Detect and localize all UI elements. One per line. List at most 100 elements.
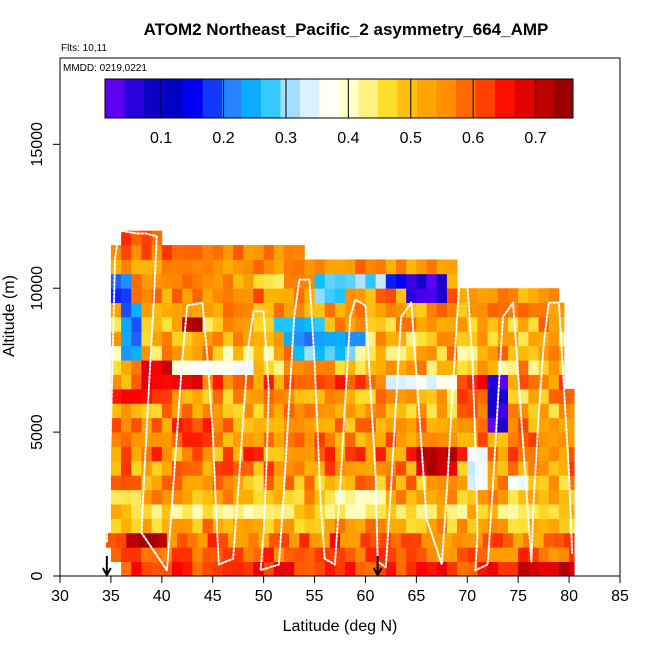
heatmap-cell — [146, 532, 158, 548]
heatmap-cell — [406, 388, 417, 404]
heatmap-cell — [446, 302, 458, 318]
heatmap-cell — [222, 302, 234, 318]
heatmap-cell — [304, 302, 315, 318]
heatmap-cell — [222, 475, 234, 491]
heatmap-cell — [416, 331, 427, 347]
heatmap-cell — [182, 547, 193, 563]
heatmap-cell — [273, 489, 285, 505]
heatmap-cell — [294, 475, 305, 491]
heatmap-cell — [151, 360, 163, 375]
colorbar-segment — [339, 79, 359, 118]
heatmap-cell — [243, 417, 254, 433]
heatmap-cell — [385, 288, 397, 304]
colorbar-segment — [358, 79, 379, 118]
heatmap-cell — [324, 504, 336, 519]
heatmap-cell — [518, 489, 529, 505]
heatmap-cell — [345, 460, 356, 476]
heatmap-cell — [569, 388, 575, 404]
heatmap-cell — [457, 561, 468, 577]
heatmap-cell — [182, 561, 193, 577]
heatmap-cell — [202, 317, 214, 332]
heatmap-cell — [548, 302, 560, 318]
heatmap-cell — [548, 489, 560, 505]
heatmap-cell — [182, 460, 193, 476]
heatmap-cell — [304, 317, 315, 332]
heatmap-cell — [253, 504, 265, 519]
heatmap-cell — [365, 432, 377, 447]
heatmap-cell — [426, 518, 438, 534]
heatmap-cell — [406, 504, 417, 519]
heatmap-cell — [401, 532, 412, 548]
heatmap-cell — [212, 317, 224, 332]
heatmap-cell — [202, 518, 214, 534]
x-tick-label: 30 — [51, 588, 69, 605]
heatmap-cell — [141, 331, 153, 347]
heatmap-cell — [558, 489, 570, 505]
chart-title: ATOM2 Northeast_Pacific_2 asymmetry_664_… — [144, 20, 549, 39]
heatmap-cell — [243, 245, 254, 260]
heatmap-cell — [263, 446, 275, 462]
heatmap-cell — [528, 475, 539, 491]
heatmap-cell — [202, 331, 214, 347]
colorbar-segment — [495, 79, 515, 118]
heatmap-cell — [202, 489, 214, 505]
heatmap-cell — [284, 288, 295, 304]
heatmap-cell — [314, 345, 326, 361]
heatmap-cell — [396, 475, 407, 491]
heatmap-cell — [222, 259, 234, 275]
heatmap-cell — [131, 504, 142, 519]
heatmap-cell — [548, 403, 560, 419]
heatmap-cell — [457, 518, 468, 534]
heatmap-cell — [121, 245, 132, 260]
heatmap-cell — [436, 302, 448, 318]
heatmap-cell — [375, 388, 387, 404]
heatmap-cell — [253, 331, 265, 347]
colorbar-tick-label: 0.7 — [524, 130, 546, 147]
heatmap-cell — [355, 259, 366, 275]
heatmap-cell — [558, 475, 570, 491]
heatmap-cell — [380, 532, 392, 548]
heatmap-cell — [161, 388, 173, 404]
heatmap-cell — [222, 360, 234, 375]
heatmap-cell — [202, 547, 214, 563]
heatmap-cell — [309, 532, 321, 548]
heatmap-cell — [212, 273, 224, 289]
heatmap-cell — [284, 460, 295, 476]
heatmap-cell — [131, 259, 142, 275]
heatmap-cell — [161, 417, 173, 433]
heatmap-cell — [355, 475, 366, 491]
heatmap-cell — [294, 417, 305, 433]
heatmap-cell — [406, 518, 417, 534]
heatmap-cell — [548, 460, 560, 476]
heatmap-cell — [558, 403, 570, 419]
heatmap-cell — [385, 345, 397, 361]
heatmap-cell — [497, 561, 509, 577]
heatmap-cell — [426, 489, 438, 505]
heatmap-cell — [121, 460, 132, 476]
heatmap-cell — [131, 345, 142, 361]
heatmap-cell — [324, 374, 336, 390]
heatmap-cell — [467, 489, 478, 505]
heatmap-cell — [375, 302, 387, 318]
heatmap-cell — [110, 417, 122, 433]
heatmap-cell — [131, 518, 142, 534]
heatmap-cell — [284, 547, 295, 563]
heatmap-cell — [233, 302, 244, 318]
heatmap-cell — [182, 345, 193, 361]
heatmap-cell — [324, 331, 336, 347]
heatmap-cell — [263, 403, 275, 419]
heatmap-cell — [334, 259, 346, 275]
heatmap-cell — [477, 288, 489, 304]
heatmap-cell — [233, 518, 244, 534]
heatmap-cell — [426, 417, 438, 433]
heatmap-cell — [345, 345, 356, 361]
heatmap-cell — [314, 302, 326, 318]
heatmap-cell — [202, 245, 214, 260]
heatmap-cell — [284, 446, 295, 462]
heatmap-cell — [192, 331, 203, 347]
heatmap-cell — [121, 446, 132, 462]
flight-track — [105, 229, 574, 572]
heatmap-cell — [141, 259, 153, 275]
heatmap-cell — [141, 345, 153, 361]
heatmap-cell — [528, 561, 539, 577]
